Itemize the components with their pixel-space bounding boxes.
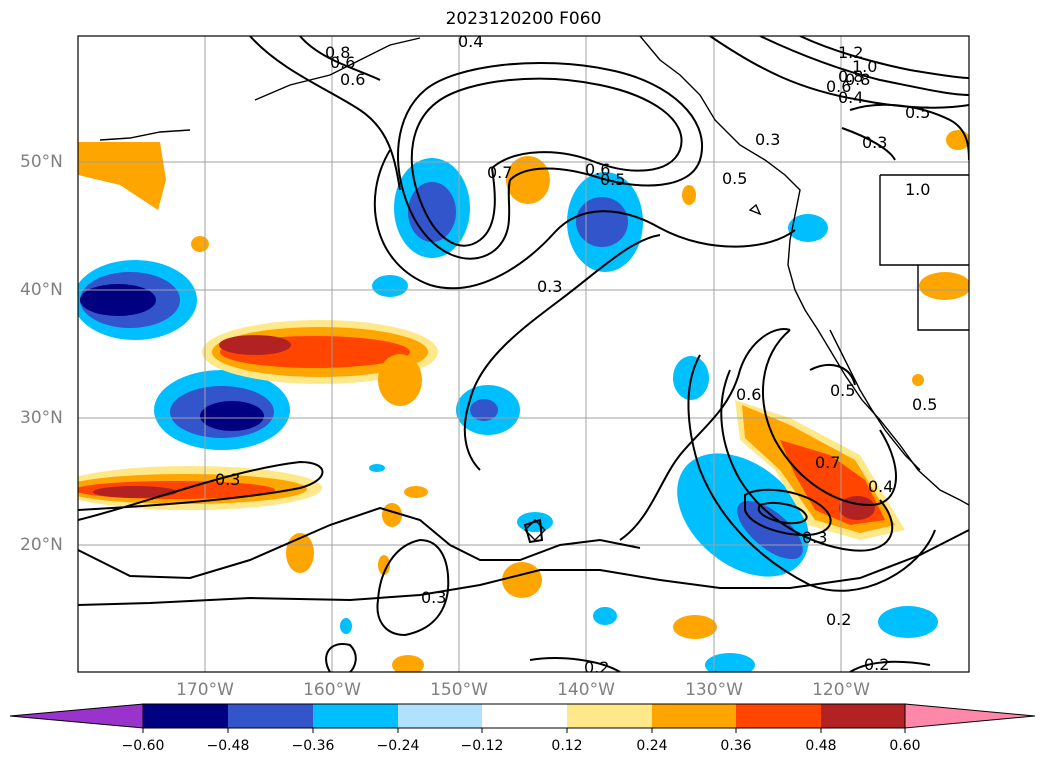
lon-label: 130°W [685, 680, 743, 700]
lon-label: 120°W [812, 680, 870, 700]
colorbar-tick-label: −0.36 [291, 738, 335, 754]
contour-label: 0.2 [584, 658, 609, 677]
lon-label: 160°W [303, 680, 361, 700]
contour-lines [78, 36, 969, 672]
lon-label: 150°W [430, 680, 488, 700]
colorbar-tick-label: 0.48 [805, 738, 837, 754]
map-plot-area: 1.2 1.0 0.8 0.6 0.4 0.4 0.5 0.3 0.7 0.6 … [78, 32, 969, 677]
contour-labels: 1.2 1.0 0.8 0.6 0.4 0.4 0.5 0.3 0.7 0.6 … [215, 32, 937, 677]
lon-label: 140°W [557, 680, 615, 700]
graticule [78, 36, 969, 672]
map-frame [77, 35, 970, 673]
contour-label: 1.0 [852, 57, 877, 76]
coastline [99, 36, 969, 541]
colorbar-tick-label: −0.48 [206, 738, 250, 754]
contour-label: 0.8 [838, 67, 863, 86]
contour-label: 0.3 [215, 470, 240, 489]
contour-label: 0.3 [802, 528, 827, 547]
contour-label: 0.8 [325, 43, 350, 62]
contour-label: 0.5 [600, 170, 625, 189]
contour-label: 0.6 [585, 160, 610, 179]
contour-label: 0.5 [722, 169, 747, 188]
contour-label: 0.5 [830, 381, 855, 400]
contour-label: 0.6 [826, 77, 851, 96]
lat-label: 30°N [20, 408, 63, 428]
colorbar-tick-label: −0.60 [121, 738, 165, 754]
colorbar-tick-label: 0.60 [889, 738, 921, 754]
contour-label: 0.3 [421, 588, 446, 607]
contour-label: 0.8 [845, 70, 870, 89]
contour-label: 0.3 [537, 277, 562, 296]
colorbar [9, 703, 1036, 733]
colorbar-tick-label: −0.12 [460, 738, 504, 754]
colorbar-tick-label: 0.24 [636, 738, 668, 754]
lat-label: 50°N [20, 152, 63, 172]
contour-label: 0.4 [868, 477, 893, 496]
contour-label: 0.2 [826, 610, 851, 629]
contour-label: 0.3 [862, 133, 887, 152]
lat-label: 40°N [20, 280, 63, 300]
contour-label: 0.6 [736, 385, 761, 404]
contour-label: 0.3 [755, 130, 780, 149]
contour-label: 1.0 [905, 180, 930, 199]
contour-label: 0.4 [458, 32, 483, 51]
figure-title: 2023120200 F060 [445, 9, 602, 29]
colorbar-tick-label: 0.36 [720, 738, 752, 754]
contour-label: 0.5 [912, 395, 937, 414]
contour-label: 0.6 [340, 70, 365, 89]
contour-label: 1.2 [838, 43, 863, 62]
contour-label: 0.4 [838, 88, 863, 107]
contour-label: 0.6 [330, 53, 355, 72]
contour-label: 0.5 [905, 103, 930, 122]
contour-label: 0.7 [815, 453, 840, 472]
contour-label: 0.7 [487, 163, 512, 182]
colorbar-tick-label: 0.12 [551, 738, 583, 754]
lat-label: 20°N [20, 535, 63, 555]
lon-label: 170°W [176, 680, 234, 700]
colorbar-tick-label: −0.24 [376, 738, 420, 754]
contour-label: 0.2 [864, 655, 889, 674]
